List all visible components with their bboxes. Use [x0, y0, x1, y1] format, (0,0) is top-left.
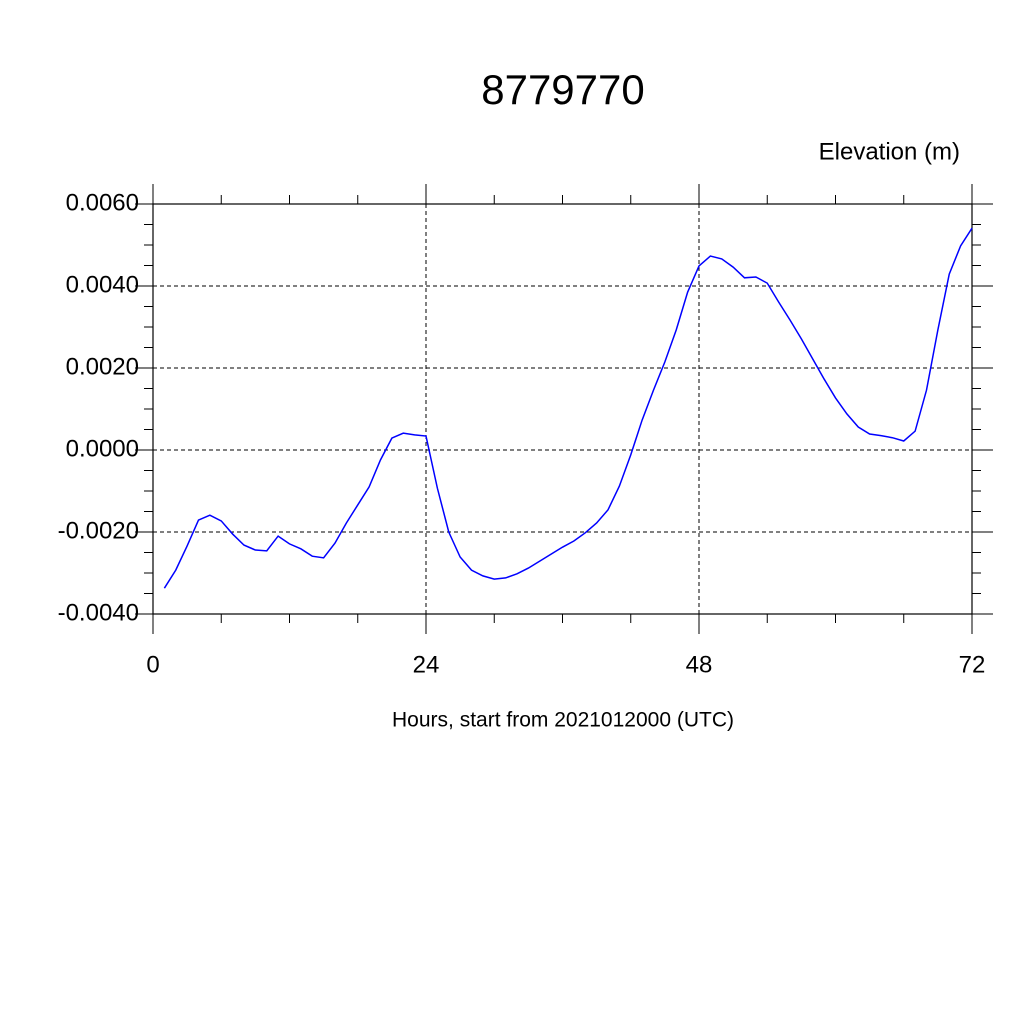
chart-subtitle: Elevation (m) [819, 138, 960, 165]
y-tick-label: 0.0040 [66, 271, 139, 298]
y-tick-label: 0.0020 [66, 353, 139, 380]
y-tick-label: 0.0060 [66, 189, 139, 216]
y-tick-label: -0.0040 [58, 599, 139, 626]
chart-title: 8779770 [481, 66, 645, 113]
x-tick-label: 48 [686, 651, 713, 678]
y-tick-label: -0.0020 [58, 517, 139, 544]
x-tick-label: 72 [959, 651, 986, 678]
x-tick-label: 0 [146, 651, 159, 678]
x-tick-label: 24 [413, 651, 440, 678]
plot-frame [152, 203, 973, 615]
x-axis-label: Hours, start from 2021012000 (UTC) [392, 709, 734, 732]
y-tick-label: 0.0000 [66, 435, 139, 462]
data-line [163, 227, 973, 589]
